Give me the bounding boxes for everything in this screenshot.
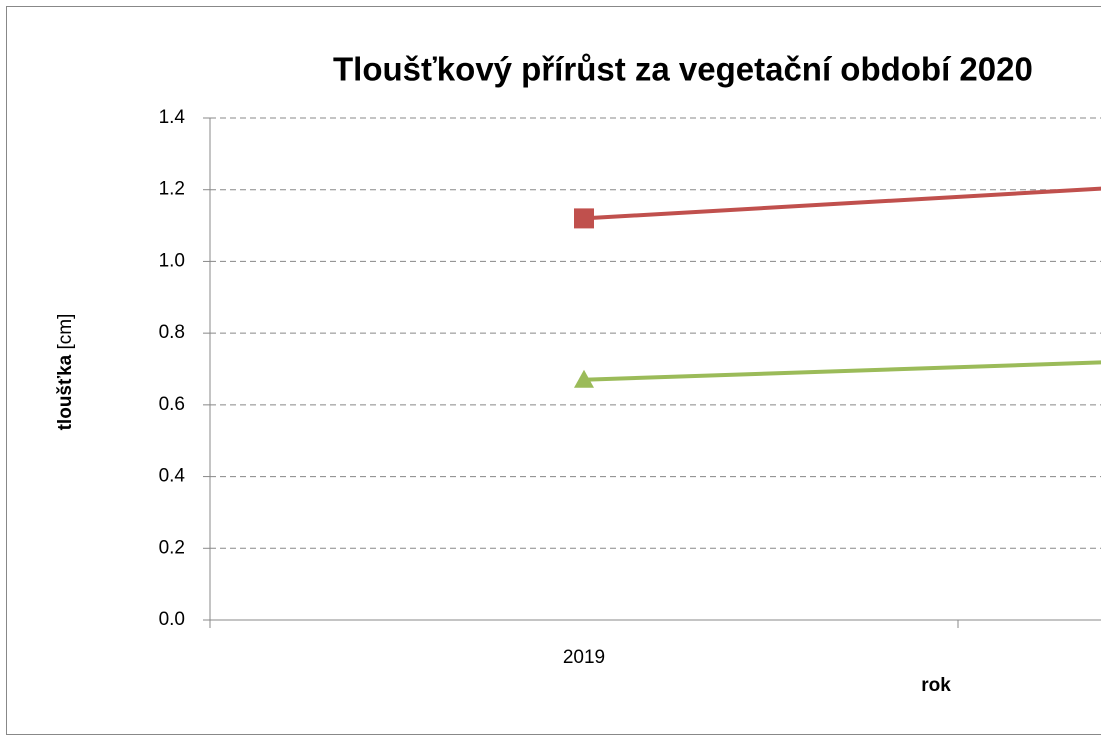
y-tick-label: 0.0 <box>159 609 185 630</box>
y-tick-label: 1.4 <box>159 107 186 128</box>
y-axis-label: tloušťka [cm] <box>55 314 76 431</box>
x-tick-label: 2019 <box>563 647 605 668</box>
series-line <box>583 360 1101 382</box>
y-tick-label: 0.6 <box>159 394 185 415</box>
marker <box>574 208 594 229</box>
y-tick-label: 1.2 <box>159 179 185 200</box>
y-axis-label-name: tloušťka <box>55 354 76 430</box>
y-axis-label-unit: [cm] <box>55 314 76 350</box>
series-line <box>583 186 1101 221</box>
chart-frame <box>6 6 1101 735</box>
chart-title: Tloušťkový přírůst za vegetační období 2… <box>333 51 1033 88</box>
marker <box>574 369 594 388</box>
y-tick-label: 0.8 <box>159 322 185 343</box>
y-tick-label: 0.4 <box>159 466 186 487</box>
y-tick-label: 0.2 <box>159 537 185 558</box>
y-tick-label: 1.0 <box>159 250 185 271</box>
x-axis-label: rok <box>921 675 951 696</box>
